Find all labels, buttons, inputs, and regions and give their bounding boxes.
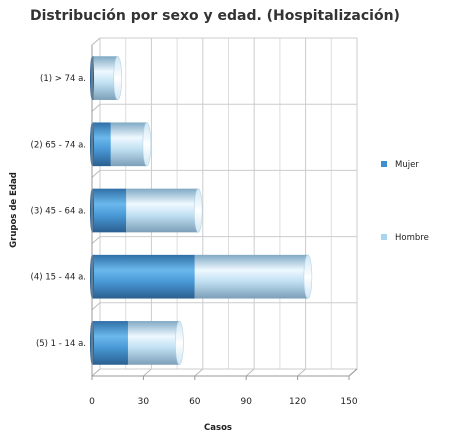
x-floor-line — [246, 369, 254, 376]
x-axis-corner — [349, 369, 357, 376]
x-axis-title: Casos — [204, 423, 232, 433]
y-wall-line — [92, 38, 100, 45]
x-tick-label: 120 — [289, 397, 306, 407]
bar-hombre — [128, 321, 179, 365]
x-floor-line — [195, 369, 203, 376]
x-tick-label: 30 — [138, 397, 150, 407]
x-tick-label: 0 — [89, 397, 95, 407]
bar-end-cap — [175, 321, 183, 365]
y-axis-title: Grupos de Edad — [9, 172, 19, 248]
legend-swatch-mujer — [381, 161, 387, 167]
y-wall-line — [92, 237, 100, 244]
y-wall-line — [92, 104, 100, 111]
bar-mujer — [92, 255, 195, 299]
bar-hombre — [126, 189, 198, 233]
legend-label-mujer: Mujer — [395, 160, 419, 170]
category-label: (3) 45 - 64 a. — [31, 207, 86, 217]
category-label: (5) 1 - 14 a. — [36, 339, 86, 349]
x-floor-line — [143, 369, 151, 376]
bar-mujer — [92, 321, 128, 365]
y-wall-line — [92, 369, 100, 376]
x-tick-label: 60 — [189, 397, 201, 407]
bar-hombre — [111, 122, 147, 166]
legend: Mujer Hombre — [381, 160, 429, 243]
bar-end-cap — [114, 56, 122, 100]
category-label: (4) 15 - 44 a. — [31, 273, 86, 283]
bar-mujer — [92, 122, 111, 166]
x-tick-label: 150 — [340, 397, 357, 407]
category-label: (2) 65 - 74 a. — [31, 140, 86, 150]
y-wall-line — [92, 303, 100, 310]
bar-end-cap — [194, 189, 202, 233]
bar-end-cap — [304, 255, 312, 299]
legend-label-hombre: Hombre — [395, 233, 429, 243]
legend-swatch-hombre — [381, 234, 387, 240]
chart-title: Distribución por sexo y edad. (Hospitali… — [30, 8, 400, 24]
x-floor-line — [298, 369, 306, 376]
bar-mujer — [92, 189, 126, 233]
category-label: (1) > 74 a. — [40, 74, 86, 84]
y-wall-line — [92, 170, 100, 177]
x-tick-label: 90 — [240, 397, 252, 407]
bar-end-cap — [143, 122, 151, 166]
bar-hombre — [195, 255, 308, 299]
